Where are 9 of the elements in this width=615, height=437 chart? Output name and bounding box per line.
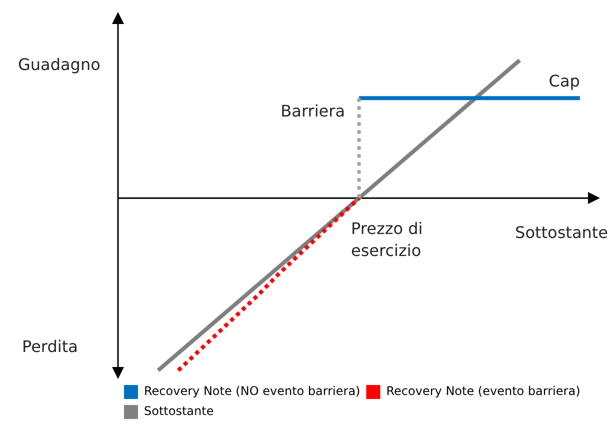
legend-label: Recovery Note (NO evento barriera) (144, 384, 360, 398)
legend-label: Sottostante (144, 404, 214, 418)
legend-label: Recovery Note (evento barriera) (386, 384, 580, 398)
text: Perdita (22, 337, 78, 356)
text: Guadagno (18, 55, 100, 74)
annotation: Cap (548, 71, 580, 90)
x-axis-title: Sottostante (515, 223, 608, 242)
annotation: Prezzo di esercizio (351, 219, 423, 260)
annotation: Barriera (280, 101, 345, 120)
